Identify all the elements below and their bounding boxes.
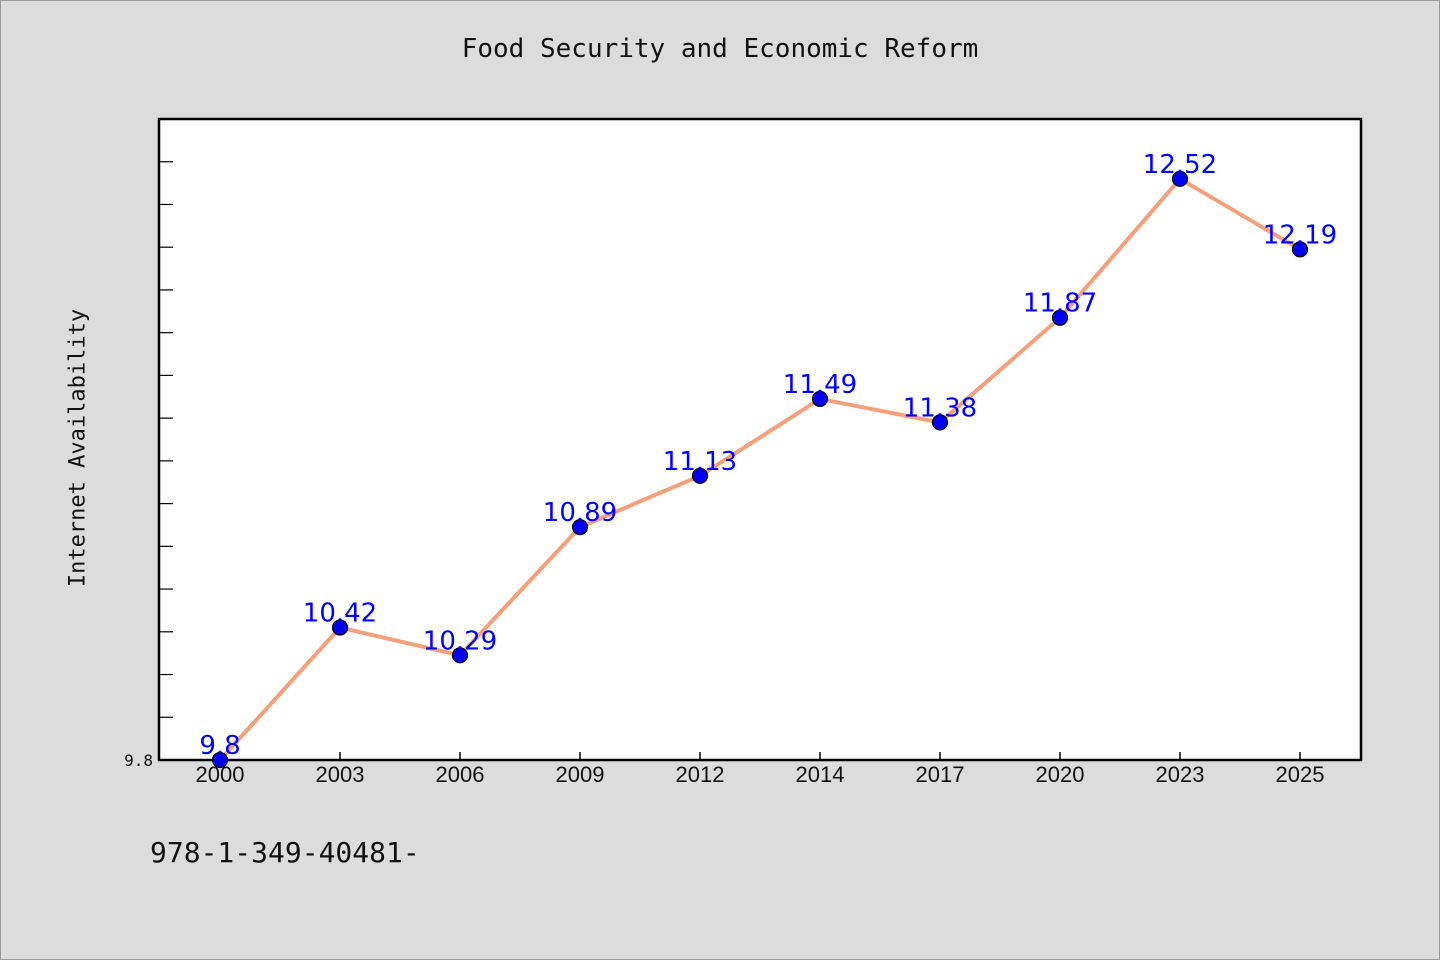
y-tick-label: 9.8: [124, 751, 153, 770]
x-tick-label: 2012: [676, 762, 725, 787]
data-point: [331, 619, 349, 636]
data-label: 12.52: [1143, 150, 1217, 180]
data-label: 12.19: [1263, 220, 1337, 250]
data-label: 11.49: [783, 370, 857, 400]
x-tick-labels: 2000 2003 2006 2009 2012 2014 2017 2020 2023 2025: [196, 762, 1325, 787]
data-point: [451, 647, 469, 664]
chart-title: Food Security and Economic Reform: [461, 34, 979, 64]
x-tick-label: 2006: [436, 762, 485, 787]
data-point: [931, 414, 949, 431]
data-label: 11.13: [663, 447, 737, 477]
x-tick-label: 2023: [1156, 762, 1205, 787]
data-point: [211, 751, 229, 769]
data-point: [571, 519, 589, 536]
x-tick-label: 2017: [916, 762, 965, 787]
data-label: 10.29: [423, 626, 497, 656]
footnote-text: 978-1-349-40481-: [150, 836, 420, 869]
x-tick-label: 2014: [796, 762, 845, 787]
x-tick-label: 2025: [1276, 762, 1325, 787]
data-label: 11.38: [903, 393, 977, 423]
series-line: [218, 176, 1302, 762]
data-label: 9.8: [199, 731, 240, 761]
x-tick-label: 2009: [556, 762, 605, 787]
data-point: [691, 467, 709, 484]
data-labels: 9.8 10.42 10.29 10.89 11.13 11.49 11.38 11.87 12…: [199, 150, 1337, 761]
series-markers: [211, 170, 1309, 769]
data-label: 10.89: [543, 498, 617, 528]
data-label: 10.42: [303, 599, 377, 629]
x-tick-label: 2020: [1036, 762, 1085, 787]
data-point: [811, 390, 829, 408]
data-point: [1291, 241, 1309, 258]
data-point: [1051, 309, 1069, 326]
data-point: [1171, 170, 1189, 187]
data-label: 11.87: [1023, 289, 1097, 319]
y-tick-labels: 9.8: [124, 751, 153, 770]
x-tick-label: 2003: [316, 762, 365, 787]
